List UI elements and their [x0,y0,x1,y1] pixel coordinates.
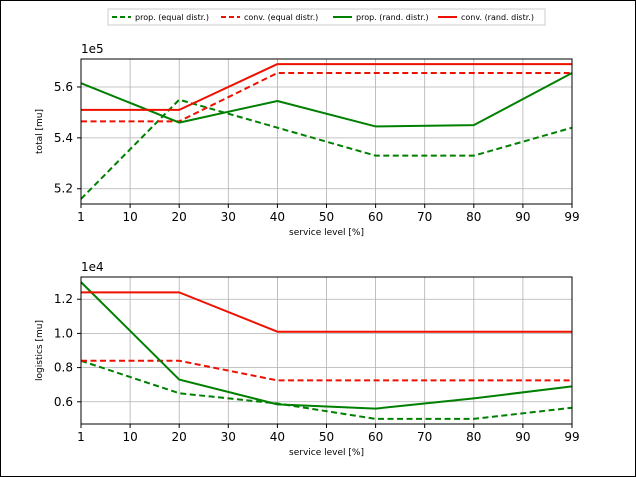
legend-entry-1: conv. (equal distr.) [221,13,318,22]
series-line-3 [81,63,572,111]
legend-label-0: prop. (equal distr.) [135,13,209,22]
series-line-1 [81,71,572,123]
series-line-3 [81,291,572,333]
x-tick-label: 80 [466,430,481,444]
legend-label-2: prop. (rand. distr.) [356,13,429,22]
x-tick-label: 1 [77,210,85,224]
y-tick-label: 1.2 [54,292,73,306]
x-tick-label: 30 [221,430,236,444]
x-tick-label: 60 [368,210,383,224]
x-tick-label: 10 [122,430,137,444]
total-cost-chart: 1 10 20 30 40 50 60 70 80 90 99 5.2 5.4 5.6 1e5 service… [35,42,580,238]
series-line-2 [80,72,573,128]
y-axis-label: logistics [mu] [35,320,45,381]
legend-entry-3: conv. (rand. distr.) [438,13,534,22]
y-offset-text: 1e5 [81,42,104,56]
y-tick-label: 0.6 [54,395,73,409]
x-tick-label: 60 [368,430,383,444]
x-axis-label: service level [%] [289,228,364,238]
x-tick-label: 20 [172,210,187,224]
x-tick-label: 1 [77,430,85,444]
x-tick-label: 50 [319,210,334,224]
x-tick-label: 50 [319,430,334,444]
series-line-1 [81,359,572,382]
x-tick-label: 80 [466,210,481,224]
series-line-2 [80,281,573,410]
x-tick-label: 10 [122,210,137,224]
series-line-0 [80,359,573,420]
legend-label-1: conv. (equal distr.) [244,13,318,22]
y-axis-label: total [mu] [35,109,45,154]
y-tick-label: 1.0 [54,326,73,340]
x-tick-label: 99 [564,210,579,224]
x-tick-label: 20 [172,430,187,444]
y-tick-label: 5.2 [54,182,73,196]
legend: prop. (equal distr.) conv. (equal distr.… [107,8,546,26]
y-tick-label: 5.4 [54,131,73,145]
y-tick-label: 5.6 [54,80,73,94]
y-offset-text: 1e4 [81,260,104,274]
x-tick-label: 70 [417,430,432,444]
legend-label-3: conv. (rand. distr.) [461,13,534,22]
x-tick-label: 90 [515,430,530,444]
x-tick-label: 40 [270,430,285,444]
logistics-cost-chart: 1 10 20 30 40 50 60 70 80 90 99 0.6 0.8 1.0 1.2 1e4 serv… [35,260,580,458]
x-tick-label: 90 [515,210,530,224]
y-tick-label: 0.8 [54,361,73,375]
x-tick-label: 30 [221,210,236,224]
legend-entry-2: prop. (rand. distr.) [333,13,429,22]
x-tick-label: 70 [417,210,432,224]
x-tick-label: 40 [270,210,285,224]
legend-frame [107,8,546,26]
x-tick-label: 99 [564,430,579,444]
legend-entry-0: prop. (equal distr.) [112,13,209,22]
x-axis-label: service level [%] [289,448,364,458]
